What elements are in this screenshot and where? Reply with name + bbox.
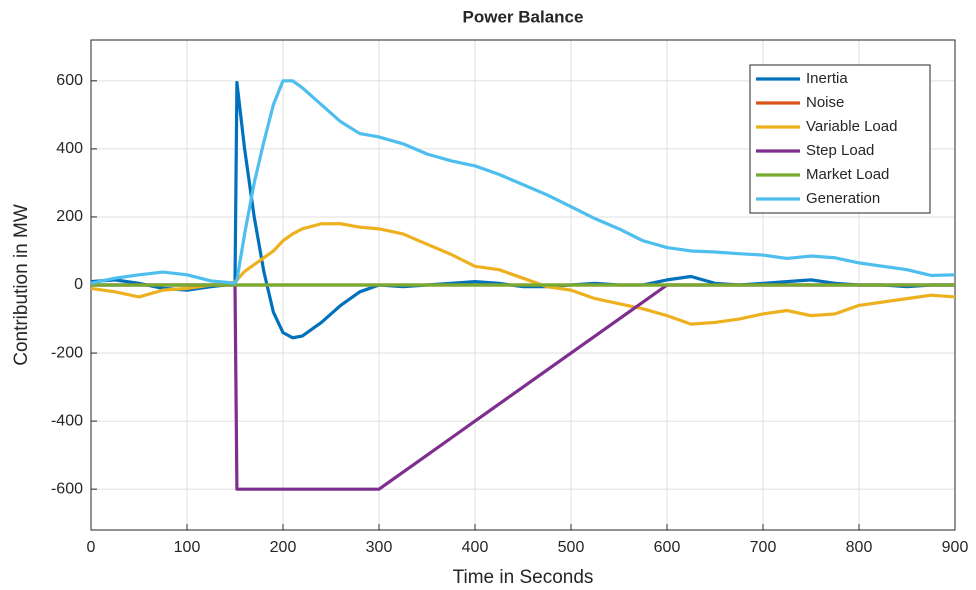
y-tick-label: -400 xyxy=(51,412,83,429)
x-tick-label: 700 xyxy=(750,539,777,556)
y-tick-label: -600 xyxy=(51,480,83,497)
y-tick-label: -200 xyxy=(51,344,83,361)
y-tick-label: 0 xyxy=(74,276,83,293)
x-tick-label: 0 xyxy=(87,539,96,556)
legend-label: Variable Load xyxy=(806,118,897,135)
y-axis-label: Contribution in MW xyxy=(11,204,32,366)
legend-label: Step Load xyxy=(806,142,874,159)
legend-label: Noise xyxy=(806,94,844,111)
legend-label: Generation xyxy=(806,190,880,207)
x-tick-label: 600 xyxy=(654,539,681,556)
data-line xyxy=(90,79,956,285)
x-tick-label: 400 xyxy=(462,539,489,556)
x-tick-label: 200 xyxy=(270,539,297,556)
legend-label: Inertia xyxy=(806,70,848,87)
legend-box xyxy=(749,64,931,214)
y-tick-label: 600 xyxy=(56,72,83,89)
legend-label: Market Load xyxy=(806,166,889,183)
x-tick-label: 300 xyxy=(366,539,393,556)
x-tick-label: 900 xyxy=(942,539,969,556)
x-tick-label: 800 xyxy=(846,539,873,556)
x-axis-label: Time in Seconds xyxy=(453,567,594,588)
chart-title: Power Balance xyxy=(463,7,584,26)
x-tick-label: 500 xyxy=(558,539,585,556)
x-tick-label: 100 xyxy=(174,539,201,556)
y-tick-label: 200 xyxy=(56,208,83,225)
y-tick-label: 400 xyxy=(56,140,83,157)
